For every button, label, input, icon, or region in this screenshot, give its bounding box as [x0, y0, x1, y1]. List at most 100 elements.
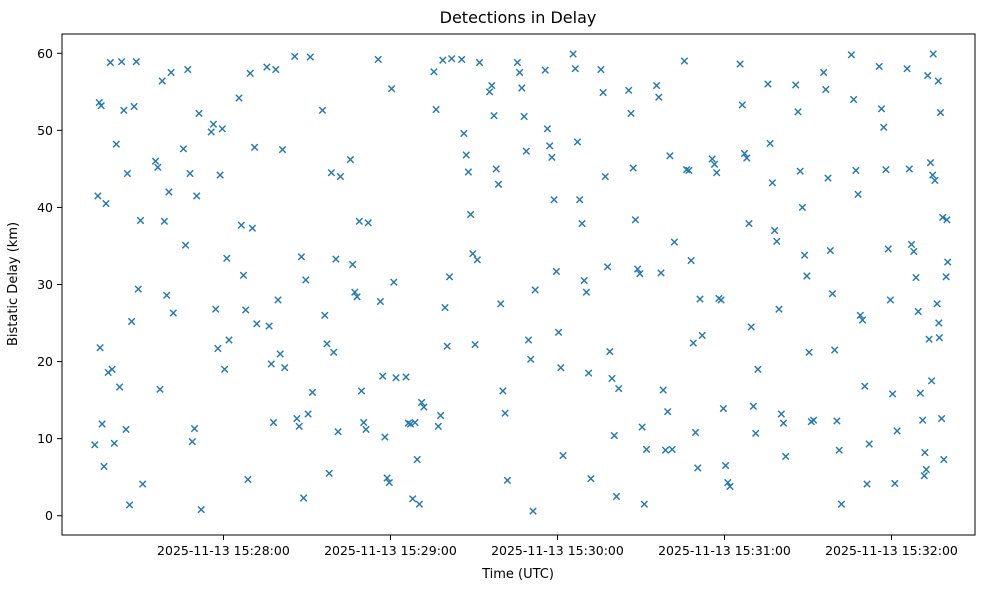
data-point-marker: [98, 420, 106, 428]
data-point-marker: [529, 507, 537, 515]
y-axis-label: Bistatic Delay (km): [6, 222, 21, 346]
data-point-marker: [796, 167, 804, 175]
data-point-marker: [390, 278, 398, 286]
data-point-marker: [485, 88, 494, 96]
data-point-marker: [346, 155, 355, 164]
data-point-marker: [501, 409, 509, 417]
y-tick-label: 30: [37, 277, 53, 292]
data-point-marker: [768, 179, 777, 187]
data-point-marker: [471, 340, 479, 349]
data-point-marker: [687, 256, 695, 265]
data-point-marker: [96, 344, 104, 352]
data-point-marker: [764, 80, 772, 88]
data-point-marker: [374, 55, 382, 64]
data-point-marker: [657, 269, 665, 277]
data-point-marker: [125, 501, 134, 509]
data-point-marker: [721, 461, 730, 470]
data-point-marker: [749, 402, 758, 410]
data-point-marker: [327, 169, 336, 177]
data-point-marker: [752, 429, 760, 437]
data-point-marker: [580, 276, 588, 285]
data-point-marker: [603, 263, 612, 271]
data-point-marker: [420, 403, 428, 411]
data-point-marker: [321, 311, 329, 319]
data-point-marker: [239, 271, 248, 279]
data-point-marker: [220, 365, 229, 373]
data-point-marker: [417, 398, 426, 407]
data-point-marker: [102, 199, 110, 208]
data-point-marker: [242, 306, 250, 314]
data-point-marker: [379, 372, 387, 380]
data-point-marker: [924, 71, 932, 80]
x-axis-label: Time (UTC): [481, 567, 554, 582]
data-point-marker: [891, 479, 899, 488]
data-point-marker: [195, 109, 203, 118]
data-point-marker: [882, 166, 890, 174]
data-point-marker: [460, 129, 468, 138]
data-point-marker: [218, 125, 226, 133]
data-point-marker: [792, 81, 800, 89]
data-point-marker: [659, 386, 667, 394]
data-point-marker: [557, 364, 565, 372]
data-point-marker: [458, 55, 466, 64]
data-point-marker: [633, 265, 642, 273]
data-point-marker: [122, 425, 130, 434]
data-point-marker: [291, 52, 299, 61]
y-tick-label: 40: [37, 200, 53, 215]
data-point-marker: [919, 416, 927, 424]
data-point-marker: [939, 213, 947, 222]
data-point-marker: [668, 445, 676, 454]
data-point-marker: [743, 154, 751, 162]
data-point-marker: [497, 300, 505, 308]
data-point-marker: [543, 125, 552, 133]
data-point-marker: [167, 68, 175, 77]
data-point-marker: [696, 295, 704, 303]
data-point-marker: [708, 155, 716, 163]
data-point-marker: [325, 469, 333, 477]
data-point-marker: [863, 480, 871, 488]
data-point-marker: [115, 383, 124, 391]
data-point-marker: [886, 296, 895, 304]
data-point-marker: [937, 414, 946, 423]
data-point-marker: [893, 427, 901, 435]
data-point-marker: [638, 423, 646, 431]
data-point-marker: [929, 50, 937, 58]
data-point-marker: [777, 410, 785, 418]
data-point-marker: [413, 455, 421, 464]
data-point-marker: [912, 273, 920, 282]
x-tick-label: 2025-11-13 15:32:00: [825, 543, 958, 558]
data-point-marker: [473, 256, 481, 264]
data-point-marker: [334, 428, 342, 436]
data-point-marker: [513, 58, 522, 67]
data-point-marker: [942, 273, 950, 281]
data-point-marker: [362, 425, 370, 434]
data-point-marker: [360, 418, 368, 427]
data-point-marker: [246, 69, 254, 77]
data-point-marker: [409, 495, 417, 503]
data-point-marker: [97, 102, 105, 110]
data-point-marker: [169, 309, 177, 317]
data-point-marker: [754, 365, 762, 373]
data-point-marker: [154, 163, 162, 171]
data-point-marker: [858, 316, 867, 324]
data-point-marker: [272, 65, 280, 74]
data-point-marker: [664, 408, 672, 416]
data-point-marker: [207, 128, 215, 136]
data-point-marker: [443, 342, 451, 350]
data-point-marker: [357, 387, 366, 395]
data-point-marker: [244, 475, 252, 484]
data-point-marker: [225, 336, 233, 344]
data-point-marker: [766, 139, 774, 148]
data-point-marker: [640, 500, 648, 508]
data-point-marker: [441, 303, 449, 312]
data-point-marker: [933, 300, 941, 308]
data-point-marker: [212, 305, 220, 313]
data-point-marker: [193, 192, 201, 200]
data-point-marker: [738, 101, 746, 109]
data-point-marker: [376, 297, 385, 306]
data-point-marker: [267, 360, 275, 368]
data-point-marker: [548, 153, 556, 161]
data-point-marker: [117, 58, 126, 66]
data-point-marker: [253, 320, 261, 328]
